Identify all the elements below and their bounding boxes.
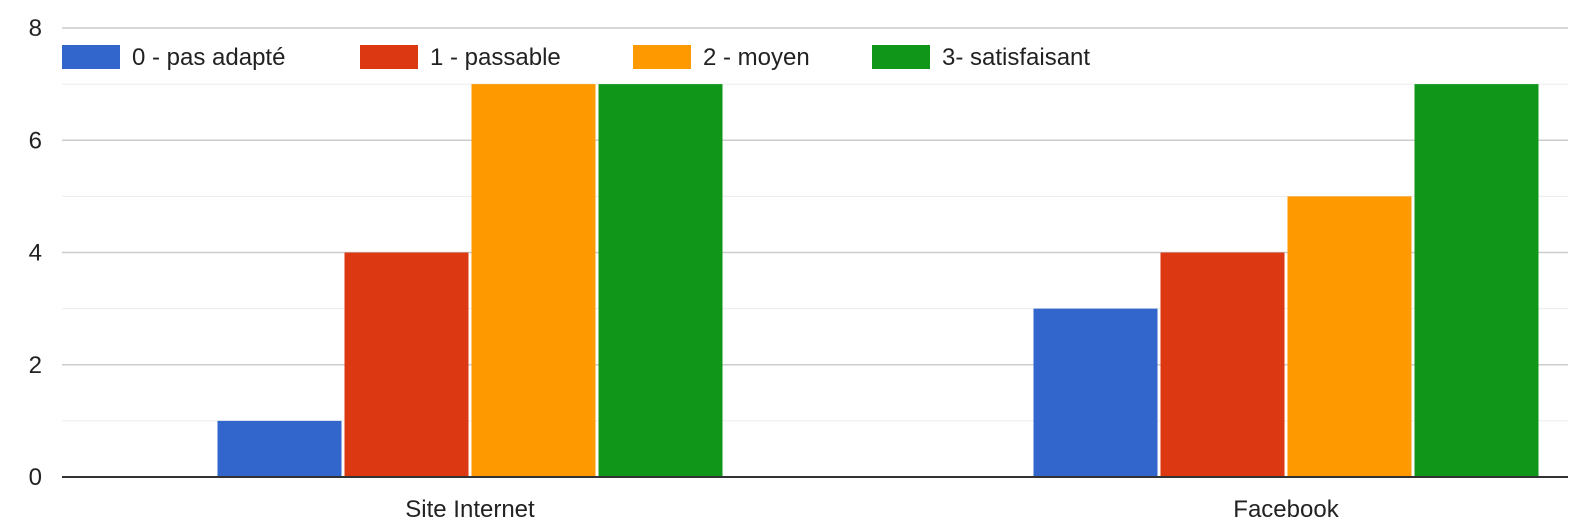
legend-item: 1 - passable [360, 44, 561, 71]
bar [1414, 84, 1539, 477]
bar [1033, 308, 1158, 477]
legend-item: 2 - moyen [633, 44, 810, 71]
legend-swatch [872, 45, 930, 69]
axes: 0 2 4 6 8 Site Internet Facebook [29, 15, 1568, 523]
bar [344, 252, 469, 477]
legend-swatch [62, 45, 120, 69]
legend-swatch [633, 45, 691, 69]
legend-label: 3- satisfaisant [942, 44, 1090, 71]
legend-item: 3- satisfaisant [872, 44, 1090, 71]
legend-swatch [360, 45, 418, 69]
bar [217, 420, 342, 477]
y-tick-label: 0 [29, 464, 42, 491]
legend: 0 - pas adapté 1 - passable 2 - moyen 3- sa… [62, 44, 1090, 71]
bars [217, 84, 1539, 477]
y-tick-label: 4 [29, 240, 42, 267]
legend-label: 1 - passable [430, 44, 561, 71]
legend-label: 0 - pas adapté [132, 44, 285, 71]
bar [1160, 252, 1285, 477]
legend-item: 0 - pas adapté [62, 44, 285, 71]
legend-label: 2 - moyen [703, 44, 810, 71]
x-tick-label: Facebook [1233, 496, 1339, 523]
x-tick-label: Site Internet [405, 496, 535, 523]
bar [1287, 196, 1412, 477]
y-tick-label: 8 [29, 15, 42, 42]
y-tick-label: 6 [29, 127, 42, 154]
bar [471, 84, 596, 477]
y-tick-label: 2 [29, 352, 42, 379]
bar [598, 84, 723, 477]
